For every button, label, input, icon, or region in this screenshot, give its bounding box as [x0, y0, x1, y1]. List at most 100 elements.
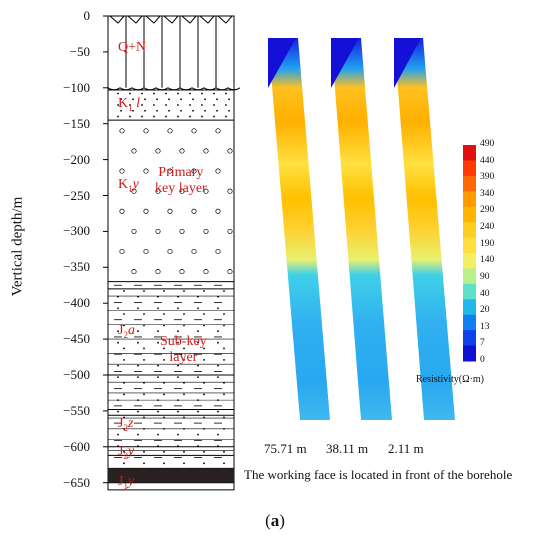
- colorbar-swatch: [463, 191, 476, 208]
- siltstone-dot: [163, 393, 165, 396]
- siltstone-dot: [163, 450, 165, 453]
- sandstone-dot: [201, 104, 203, 106]
- coal-seam: [108, 468, 234, 483]
- sandstone-dot: [204, 109, 206, 112]
- siltstone-dot: [217, 364, 219, 367]
- depth-tick-label: 0: [83, 8, 91, 23]
- siltstone-dot: [217, 376, 219, 379]
- sandstone-dot: [129, 92, 131, 95]
- siltstone-dot: [183, 393, 185, 396]
- layer-label-j2a: J2a: [118, 323, 135, 340]
- siltstone-dot: [223, 347, 225, 350]
- siltstone-dot: [117, 410, 119, 413]
- conglomerate-circle: [191, 168, 197, 174]
- sandstone-dot: [213, 115, 215, 118]
- colorbar-swatch: [463, 299, 476, 316]
- sandstone-dot: [225, 92, 227, 95]
- depth-tick-label: −550: [63, 402, 90, 418]
- depth-tick-label: −250: [63, 187, 90, 203]
- siltstone-dot: [217, 341, 219, 344]
- sandstone-dot: [144, 98, 146, 101]
- sandstone-dot: [180, 98, 182, 101]
- sandstone-dot: [192, 98, 194, 101]
- sandstone-dot: [189, 115, 191, 118]
- colorbar-tick-label: 140: [480, 255, 495, 266]
- siltstone-dot: [183, 290, 185, 292]
- conglomerate-circle: [143, 128, 149, 134]
- siltstone-dot: [117, 376, 119, 379]
- siltstone-dot: [137, 410, 139, 413]
- siltstone-dot: [177, 410, 179, 413]
- siltstone-dot: [137, 341, 139, 344]
- siltstone-dot: [177, 364, 179, 367]
- depth-tick-label: −100: [63, 79, 90, 95]
- sandstone-dot: [132, 98, 134, 101]
- siltstone-dot: [157, 364, 159, 367]
- siltstone-dot: [117, 307, 119, 310]
- colorbar-tick-label: 40: [480, 288, 490, 299]
- conglomerate-circle: [143, 168, 149, 174]
- siltstone-dot: [183, 359, 185, 361]
- siltstone-dot: [117, 364, 119, 367]
- conglomerate-circle: [203, 269, 209, 275]
- siltstone-dot: [143, 462, 145, 465]
- siltstone-dot: [197, 445, 199, 447]
- colorbar-tick-label: 490: [480, 139, 495, 149]
- siltstone-dot: [137, 330, 139, 333]
- sandstone-dot: [156, 98, 158, 101]
- siltstone-dot: [123, 450, 125, 453]
- sandstone-dot: [192, 109, 194, 112]
- depth-tick-label: −350: [63, 259, 90, 275]
- siltstone-dot: [137, 445, 139, 447]
- siltstone-dot: [203, 450, 205, 453]
- conglomerate-circle: [167, 208, 173, 214]
- siltstone-dot: [217, 410, 219, 413]
- colorbar-tick-label: 390: [480, 172, 495, 183]
- colorbar-tick-label: 90: [480, 271, 490, 282]
- siltstone-dot: [223, 313, 225, 315]
- depth-tick-label: −450: [63, 331, 90, 347]
- conglomerate-circle: [155, 148, 161, 154]
- column-outline: [107, 15, 235, 491]
- conglomerate-circle: [167, 168, 173, 174]
- siltstone-dot: [183, 450, 185, 453]
- colorbar-swatch: [463, 253, 476, 269]
- quaternary-hatch: [181, 15, 191, 24]
- layer-label-j2y: J2y: [118, 444, 135, 461]
- colorbar-swatch: [463, 206, 476, 223]
- conglomerate-circle: [119, 208, 125, 214]
- siltstone-dot: [197, 433, 199, 436]
- colorbar-swatch: [463, 145, 476, 161]
- figure-caption: (a): [265, 511, 285, 530]
- siltstone-dot: [197, 307, 199, 310]
- siltstone-dot: [203, 359, 205, 361]
- conglomerate-circle: [167, 248, 173, 255]
- conglomerate-circle: [215, 248, 221, 255]
- siltstone-dot: [203, 393, 205, 396]
- colorbar-tick-label: 13: [480, 321, 490, 332]
- siltstone-dot: [223, 462, 225, 465]
- siltstone-dot: [217, 307, 219, 310]
- siltstone-dot: [177, 307, 179, 310]
- siltstone-dot: [183, 462, 185, 465]
- conglomerate-circle: [227, 269, 233, 275]
- conglomerate-circle: [203, 228, 209, 234]
- quaternary-hatch: [217, 15, 227, 24]
- sandstone-dot: [117, 92, 119, 95]
- siltstone-dot: [137, 307, 139, 310]
- conglomerate-circle: [227, 228, 233, 234]
- colorbar-swatch: [463, 268, 476, 285]
- colorbar-title: Resistivity(Ω·m): [416, 374, 484, 385]
- siltstone-dot: [203, 462, 205, 465]
- siltstone-dot: [157, 341, 159, 344]
- colorbar-swatch: [463, 345, 476, 362]
- siltstone-dot: [117, 341, 119, 344]
- conglomerate-circle: [227, 148, 233, 154]
- siltstone-dot: [223, 290, 225, 292]
- quaternary-hatch: [117, 15, 125, 24]
- sandstone-dot: [153, 92, 155, 95]
- siltstone-dot: [143, 347, 145, 350]
- depth-tick-label: −200: [63, 151, 90, 167]
